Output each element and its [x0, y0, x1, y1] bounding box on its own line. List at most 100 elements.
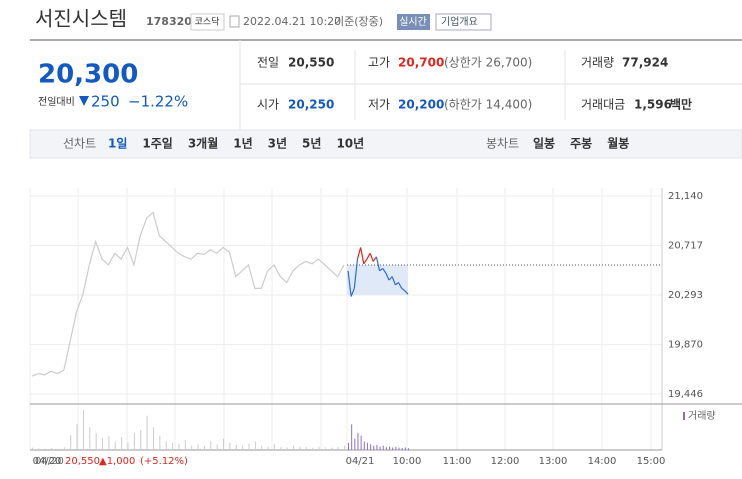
footer-date: 04/20: [35, 456, 64, 467]
volume-bar: [299, 446, 301, 450]
tab[interactable]: 주봉: [570, 137, 592, 151]
volume-bar: [127, 442, 129, 450]
today-segment: [356, 247, 362, 260]
volume-bar: [385, 447, 387, 450]
volume-bar: [293, 445, 295, 450]
volume-bar: [102, 438, 104, 450]
volume-bar: [360, 435, 362, 450]
x-tick-label: 11:00: [443, 456, 472, 467]
volume-bar: [165, 441, 167, 450]
label: 고가: [368, 56, 390, 70]
volume-bar: [121, 437, 123, 450]
today-segment: [375, 256, 381, 271]
volume-bar: [184, 440, 186, 450]
value: 1,596: [634, 98, 672, 112]
today-segment: [404, 290, 409, 295]
volume-bar: [146, 415, 148, 450]
today-segment: [363, 258, 368, 265]
footer-close: 20,550: [65, 456, 100, 467]
value: 77,924: [622, 56, 668, 70]
volume-bar: [354, 438, 356, 450]
label: 저가: [368, 98, 390, 112]
legend: 거래량: [688, 410, 716, 422]
unit: 백만: [670, 97, 692, 112]
volume-bar: [331, 447, 333, 450]
overview-btn[interactable]: [435, 13, 492, 31]
value: 20,200: [398, 98, 444, 112]
y-tick-label: 19,870: [668, 339, 703, 350]
volume-bar: [363, 441, 365, 450]
volume-bar: [223, 438, 225, 450]
today-segment: [382, 268, 387, 274]
realtime-btn[interactable]: [397, 14, 430, 30]
x-tick-label: 13:00: [539, 456, 568, 467]
volume-bar: [273, 444, 275, 450]
label: 거래대금: [581, 98, 625, 112]
today-segment: [395, 282, 399, 286]
overview[interactable]: 기업개요: [441, 15, 478, 28]
tab[interactable]: 1일: [108, 137, 127, 151]
volume-bar: [229, 442, 231, 450]
change-rate: −1.22%: [128, 93, 188, 111]
y-tick-label: 20,717: [668, 240, 703, 251]
volume-bar: [152, 427, 154, 450]
volume-bar: [44, 448, 46, 450]
volume-bar: [376, 444, 378, 450]
volume-bar: [401, 448, 403, 450]
volume-bar: [140, 430, 142, 450]
label: 전일: [257, 56, 279, 70]
volume-bar: [305, 447, 307, 450]
today-segment: [397, 282, 403, 289]
volume-bar: [57, 448, 59, 450]
volume-bar: [280, 447, 282, 450]
volume-bar: [82, 410, 84, 450]
volume-bar: [395, 446, 397, 450]
volume-bar: [408, 448, 409, 450]
volume-bar: [70, 435, 72, 450]
volume-bar: [89, 427, 91, 450]
x-tick-label: 04/21: [346, 456, 375, 467]
label: 거래량: [581, 56, 614, 70]
today-segment: [369, 253, 374, 262]
today-segment: [388, 276, 393, 281]
today-segment: [353, 259, 359, 289]
tab-label: 봉차트: [486, 137, 519, 151]
volume-bar: [261, 445, 263, 450]
prev-line: [31, 211, 345, 377]
volume-bar: [133, 432, 135, 450]
stock-code: 178320: [146, 15, 192, 28]
y-tick-label: 19,446: [668, 389, 703, 400]
tab[interactable]: 1년: [233, 137, 252, 151]
tab[interactable]: 3년: [268, 137, 287, 151]
volume-bar: [210, 441, 212, 450]
volume-bar: [114, 441, 116, 450]
market: 코스닥: [195, 17, 220, 28]
volume-bar: [248, 443, 250, 450]
y-tick-label: 21,140: [668, 191, 703, 202]
x-tick-label: 10:00: [393, 456, 422, 467]
tab[interactable]: 1주일: [142, 137, 172, 151]
tab-bar: [29, 129, 742, 159]
volume-bar: [63, 447, 65, 450]
x-tick-label: 12:00: [491, 456, 520, 467]
volume-bar: [191, 445, 193, 450]
volume-bar: [178, 444, 180, 450]
volume-bar: [242, 445, 244, 450]
limit: (상한가 26,700): [444, 56, 532, 70]
tab[interactable]: 3개월: [188, 136, 218, 151]
volume-bar: [366, 442, 368, 450]
tab-label: 선차트: [63, 137, 96, 151]
volume-bar: [344, 445, 345, 450]
tab[interactable]: 5년: [302, 137, 321, 151]
volume-bar: [197, 444, 199, 450]
realtime[interactable]: 실시간: [399, 16, 427, 28]
volume-bar: [76, 424, 78, 450]
y-tick-label: 20,293: [668, 290, 703, 301]
volume-bar: [404, 447, 406, 450]
tab[interactable]: 10년: [336, 137, 364, 151]
value: 20,700: [398, 56, 444, 70]
tab[interactable]: 월봉: [607, 136, 629, 151]
basis: 기준(장중): [334, 15, 383, 28]
tab[interactable]: 일봉: [533, 137, 555, 151]
